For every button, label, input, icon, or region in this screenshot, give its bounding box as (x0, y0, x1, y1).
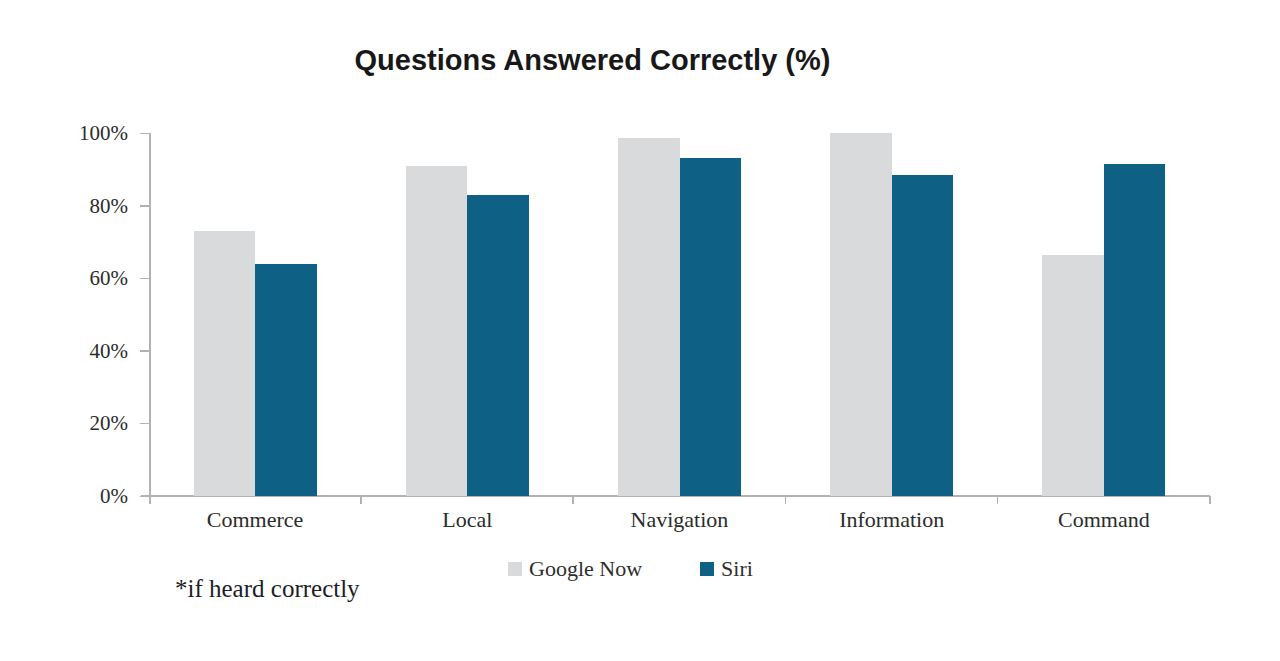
x-tick-mark (572, 496, 574, 504)
bar-google-now-commerce (194, 231, 256, 496)
y-tick-label: 0% (36, 483, 128, 509)
y-tick-mark (140, 423, 149, 425)
legend-item-google-now: Google Now (508, 556, 642, 582)
y-tick-mark (140, 205, 149, 207)
bar-chart: Questions Answered Correctly (%) 0% 20% 40… (0, 0, 1280, 661)
x-category-label-command: Command (998, 507, 1210, 533)
bar-google-now-command (1042, 255, 1104, 496)
bar-google-now-information (830, 133, 892, 496)
bar-siri-commerce (255, 264, 317, 496)
y-tick-label: 100% (36, 120, 128, 146)
x-tick-mark (1209, 496, 1211, 504)
y-tick-mark (140, 278, 149, 280)
bar-siri-information (892, 175, 954, 496)
x-category-label-local: Local (361, 507, 573, 533)
x-tick-mark (997, 496, 999, 504)
x-category-label-information: Information (786, 507, 998, 533)
legend-label-google-now: Google Now (529, 556, 642, 582)
legend-item-siri: Siri (700, 556, 753, 582)
x-tick-mark (360, 496, 362, 504)
y-tick-label: 80% (36, 193, 128, 219)
bar-siri-local (467, 195, 529, 496)
bar-siri-command (1104, 164, 1166, 496)
x-tick-mark (785, 496, 787, 504)
y-axis-line (149, 133, 151, 504)
legend-swatch-siri (700, 562, 714, 576)
y-tick-label: 40% (36, 338, 128, 364)
bar-siri-navigation (680, 158, 742, 496)
footnote: *if heard correctly (175, 575, 360, 603)
x-category-label-navigation: Navigation (573, 507, 785, 533)
y-tick-mark (140, 133, 149, 135)
x-category-label-commerce: Commerce (149, 507, 361, 533)
y-tick-mark (140, 350, 149, 352)
bar-google-now-navigation (618, 138, 680, 496)
y-tick-label: 60% (36, 265, 128, 291)
legend: Google Now Siri (508, 556, 753, 582)
bar-google-now-local (406, 166, 468, 496)
y-tick-label: 20% (36, 410, 128, 436)
legend-swatch-google-now (508, 562, 522, 576)
chart-title: Questions Answered Correctly (%) (0, 44, 1185, 77)
legend-label-siri: Siri (721, 556, 753, 582)
